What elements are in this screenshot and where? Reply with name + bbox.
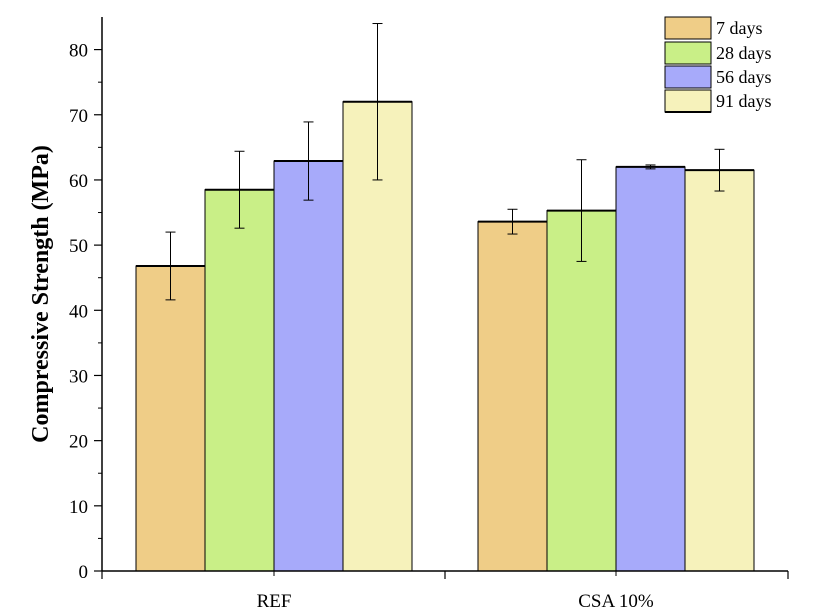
y-axis-title: Compressive Strength (MPa) xyxy=(28,145,54,443)
legend-swatch xyxy=(664,65,712,89)
axes-layer: 0 10 20 30 40 50 60 70 80 REF CSA 10% xyxy=(69,17,789,612)
bar-1-1 xyxy=(135,265,206,572)
y-tick-label: 0 xyxy=(79,562,89,583)
legend-swatch xyxy=(664,16,712,40)
y-tick-label: 60 xyxy=(69,171,88,192)
x-category-label: REF xyxy=(257,591,292,612)
y-tick-label: 80 xyxy=(69,41,88,62)
bar-2-2 xyxy=(546,210,617,572)
y-tick-label: 10 xyxy=(69,497,88,518)
bars-layer xyxy=(135,100,755,572)
legend-label: 28 days xyxy=(716,43,772,63)
x-category-label: CSA 10% xyxy=(578,591,654,612)
y-tick-label: 70 xyxy=(69,106,88,127)
bar-2-3 xyxy=(615,166,686,572)
legend-label: 7 days xyxy=(716,18,763,38)
y-tick-label: 40 xyxy=(69,301,88,322)
bar-1-2 xyxy=(204,189,275,572)
y-tick-label: 30 xyxy=(69,366,88,387)
y-tick-label: 20 xyxy=(69,432,88,453)
error-bars-layer xyxy=(165,23,725,301)
bar-1-3 xyxy=(273,160,344,572)
y-tick-label: 50 xyxy=(69,236,88,257)
legend-swatch xyxy=(664,41,712,65)
legend-label: 91 days xyxy=(716,91,772,111)
legend: 7 days 28 days 56 days 91 days xyxy=(664,16,772,113)
legend-label: 56 days xyxy=(716,67,772,87)
legend-swatch xyxy=(664,89,712,113)
bar-2-4 xyxy=(684,169,755,572)
bar-2-1 xyxy=(477,221,548,572)
